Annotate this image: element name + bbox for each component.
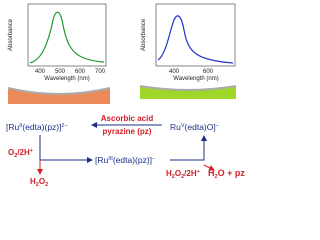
solution-orange	[8, 88, 110, 104]
oxidant: H2O2/2H+	[166, 169, 200, 180]
reagent: Ascorbic acid	[101, 114, 154, 123]
x-tick: 400	[35, 69, 46, 75]
product: H2O + pz	[208, 168, 245, 180]
tray-rim	[139, 85, 237, 91]
y-label: Absorbance	[141, 18, 147, 51]
species-ru5: RuV(edta)O]−	[170, 122, 219, 132]
tray-rim	[7, 87, 111, 95]
species-ru2: [RuII(edta)(pz)]2−	[6, 122, 68, 132]
x-tick: 500	[55, 69, 66, 75]
x-label: Wavelength (nm)	[173, 76, 218, 82]
figure: Absorbance 400 500 600 700 Wavelength (n…	[6, 3, 245, 188]
x-tick: 700	[95, 69, 106, 75]
reagent: pyrazine (pz)	[103, 127, 152, 136]
product: H2O2	[30, 177, 48, 188]
plot-frame	[27, 3, 107, 67]
x-label: Wavelength (nm)	[44, 76, 89, 82]
arrow	[39, 135, 93, 163]
x-tick: 600	[203, 69, 214, 75]
plot-frame	[155, 3, 236, 67]
spectrum-curve	[29, 11, 105, 64]
x-tick: 400	[169, 69, 180, 75]
arrow	[170, 135, 207, 161]
species-ru3: [RuIII(edta)(pz)]−	[95, 155, 155, 165]
oxidant: O2/2H+	[8, 148, 33, 159]
spectrum-curve	[157, 15, 234, 64]
arrow	[203, 164, 215, 171]
x-tick: 600	[75, 69, 86, 75]
y-label: Absorbance	[8, 18, 14, 51]
